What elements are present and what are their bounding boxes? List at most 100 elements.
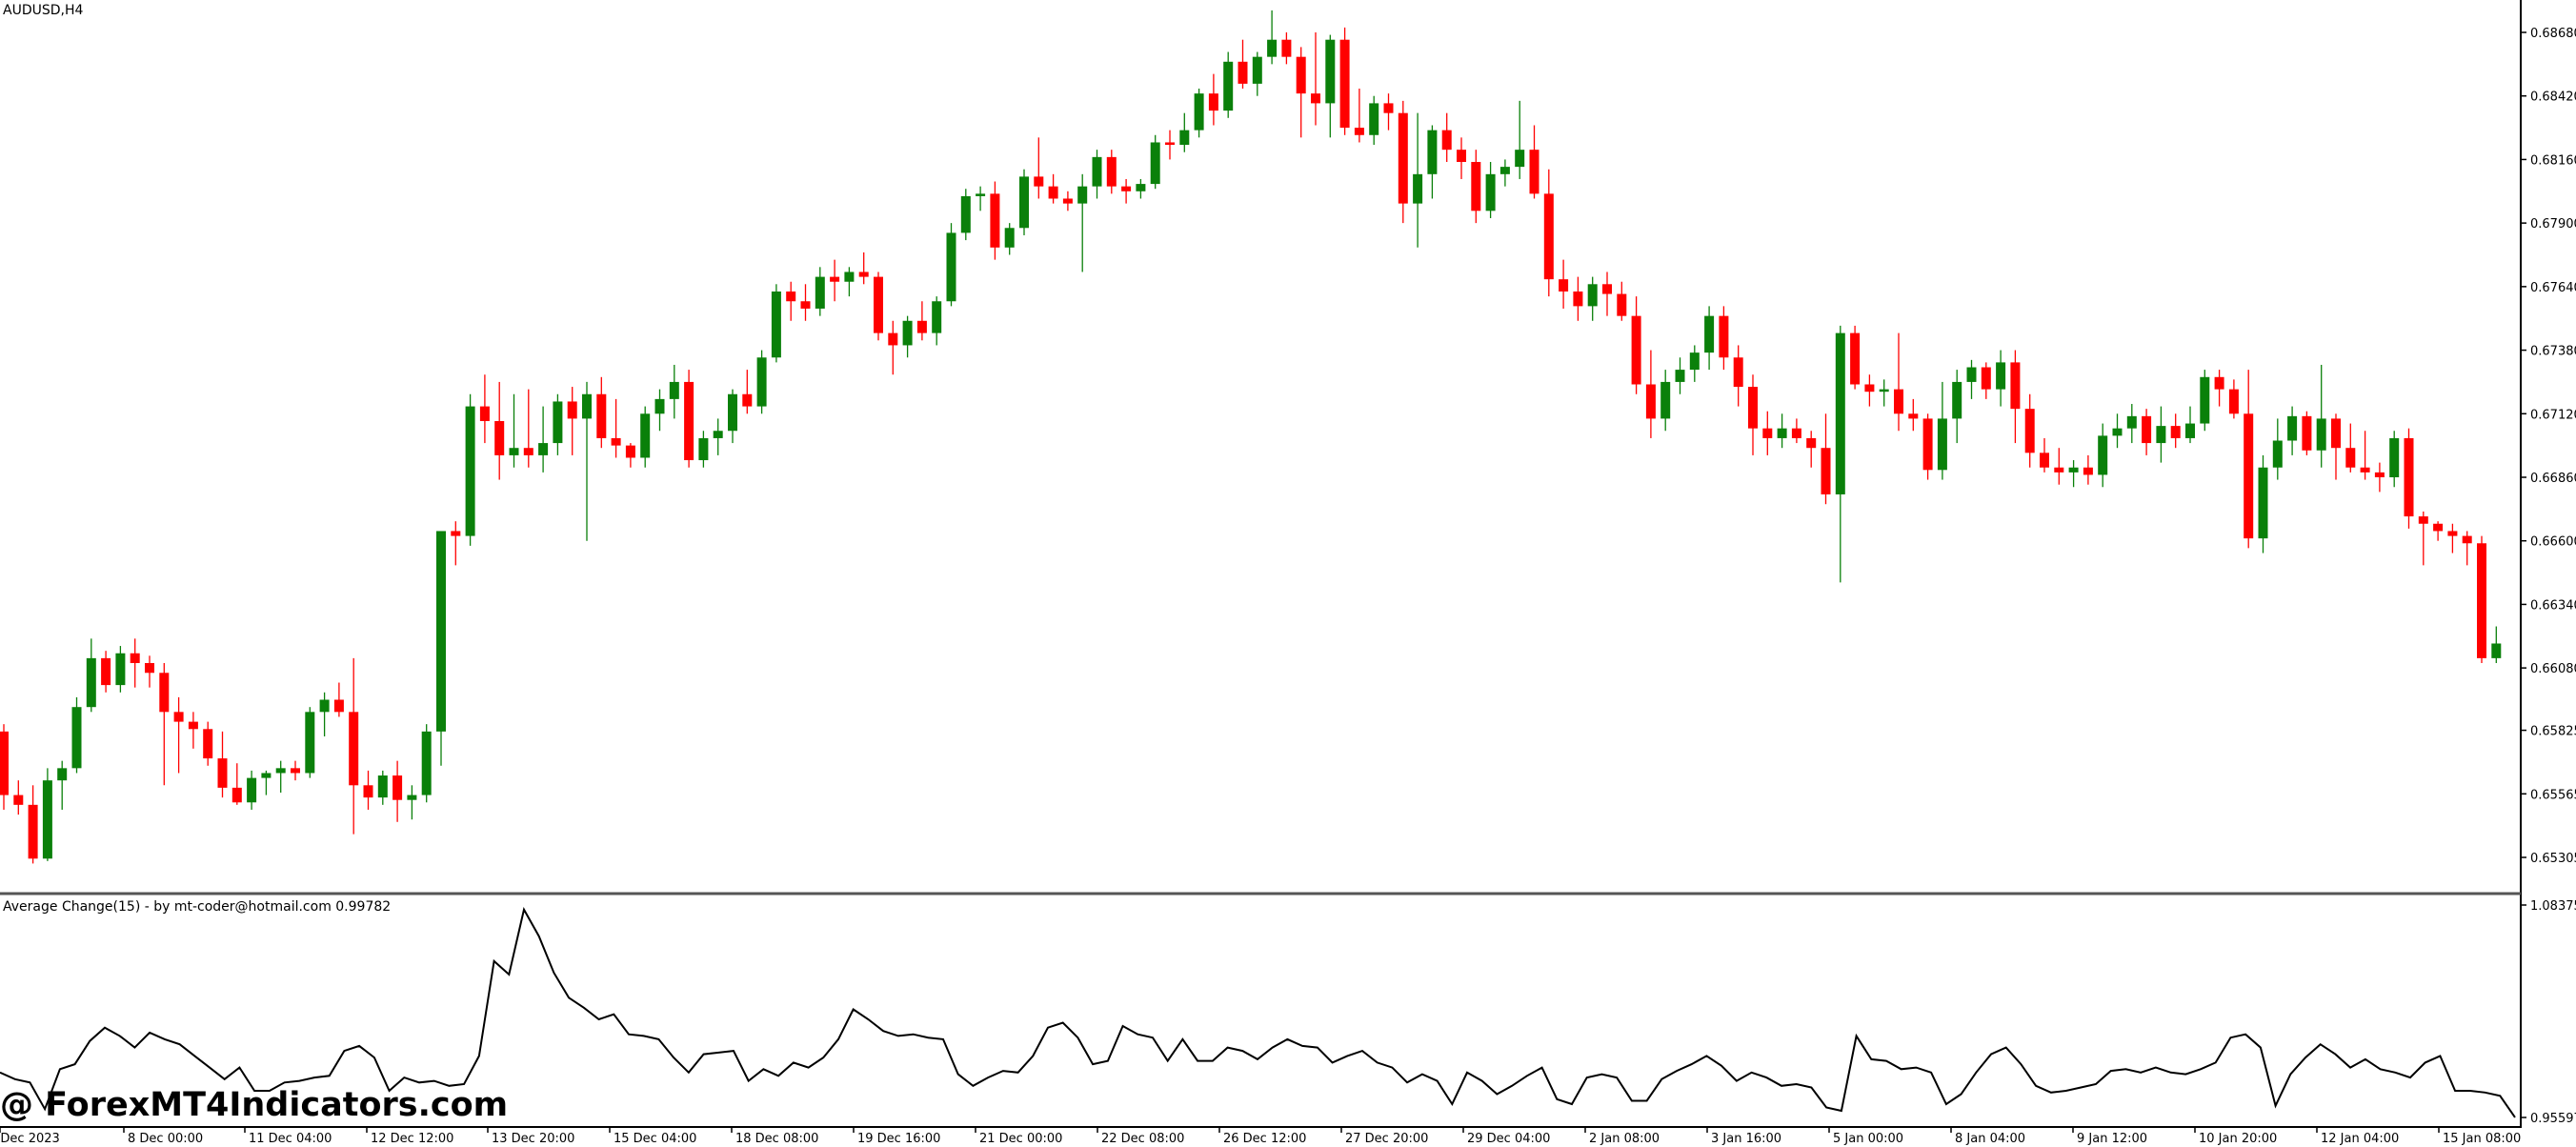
candle-body [159,673,170,713]
candle-body [173,712,184,722]
bull-candle [2316,364,2326,468]
bear-candle [2477,535,2486,664]
candle-body [1485,173,1496,211]
bull-candle [407,785,417,820]
candle-body [1835,332,1845,494]
candle-body [1937,418,1947,471]
candle-body [756,357,767,407]
bear-candle [1762,411,1773,455]
candle-body [596,393,607,438]
candle-body [800,301,811,309]
bear-candle [1631,296,1641,394]
bear-candle [2024,393,2035,468]
candle-body [2156,426,2166,444]
bear-candle [2447,523,2458,553]
candle-body [0,731,9,795]
time-tick-label: 5 Dec 2023 [0,1132,60,1146]
candle-body [538,443,549,455]
bear-candle [101,651,111,693]
candle-body [1004,228,1015,248]
candle-body [436,531,446,732]
bear-candle [830,259,840,302]
candle-body [217,758,228,788]
bull-candle [1587,276,1598,321]
bear-candle [1457,137,1466,179]
bear-candle [1354,89,1364,143]
candle-body [1150,142,1160,185]
candle-body [1339,39,1350,129]
indicator-tick-label: 1.08375 [2530,899,2576,914]
candle-body [319,699,330,713]
candle-body [1077,186,1088,204]
time-tick-label: 3 Jan 16:00 [1711,1132,1781,1146]
price-tick-label: 0.65825 [2530,725,2576,739]
candle-body [1573,291,1583,307]
candle-body [363,785,373,798]
bear-candle [130,638,140,688]
candle-body [333,699,344,713]
bear-candle [1281,32,1292,65]
bear-candle [2142,409,2152,455]
time-tick-label: 12 Dec 12:00 [371,1132,453,1146]
candle-body [2316,418,2326,451]
watermark-text: @ ForexMT4Indicators.com [0,1086,509,1124]
bear-candle [2404,428,2414,529]
candle-body [42,780,52,859]
candle-body [582,393,592,419]
candle-body [28,804,38,859]
candle-body [858,272,869,277]
bull-candle [2287,406,2298,455]
candle-body [1267,39,1278,57]
bull-candle [305,707,315,778]
bull-candle [86,638,96,713]
candle-body [1179,130,1190,146]
candle-body [888,332,898,346]
bear-candle [0,724,9,810]
candle-body [1471,161,1481,211]
candle-body [1252,56,1262,84]
indicator-tick-label: 0.95597 [2530,1112,2576,1126]
candle-body [1369,103,1379,135]
candle-body [1048,186,1058,199]
candle-body [742,393,753,407]
bull-candle [756,350,767,414]
bull-candle [1252,51,1262,96]
bear-candle [1383,93,1394,131]
bear-candle [2418,511,2428,566]
bull-candle [960,189,971,241]
candle-body [1194,93,1204,131]
bear-candle [1165,130,1175,160]
candle-body [771,291,781,358]
candle-body [2142,415,2152,444]
bull-candle [844,267,855,297]
bull-candle [946,223,956,307]
bull-candle [1689,345,1700,382]
candle-body [1165,142,1175,146]
bull-candle [2098,423,2108,488]
candle-body [1062,198,1073,204]
bull-candle [902,315,913,358]
candle-body [1821,448,1831,494]
candle-body [188,721,198,730]
candle-body [1019,176,1029,229]
bull-candle [1413,112,1423,248]
candle-body [1704,315,1715,353]
bear-candle [1311,32,1320,126]
bull-candle [2258,454,2268,553]
time-tick-label: 13 Dec 20:00 [492,1132,574,1146]
bull-candle [1267,10,1278,65]
candle-body [654,398,665,414]
bull-candle [509,393,519,468]
bear-candle [625,443,635,468]
candle-body [1413,173,1423,204]
bear-candle [1981,362,1991,399]
candle-body [130,653,140,664]
candle-body [2258,467,2268,539]
candle-body [2374,472,2385,477]
